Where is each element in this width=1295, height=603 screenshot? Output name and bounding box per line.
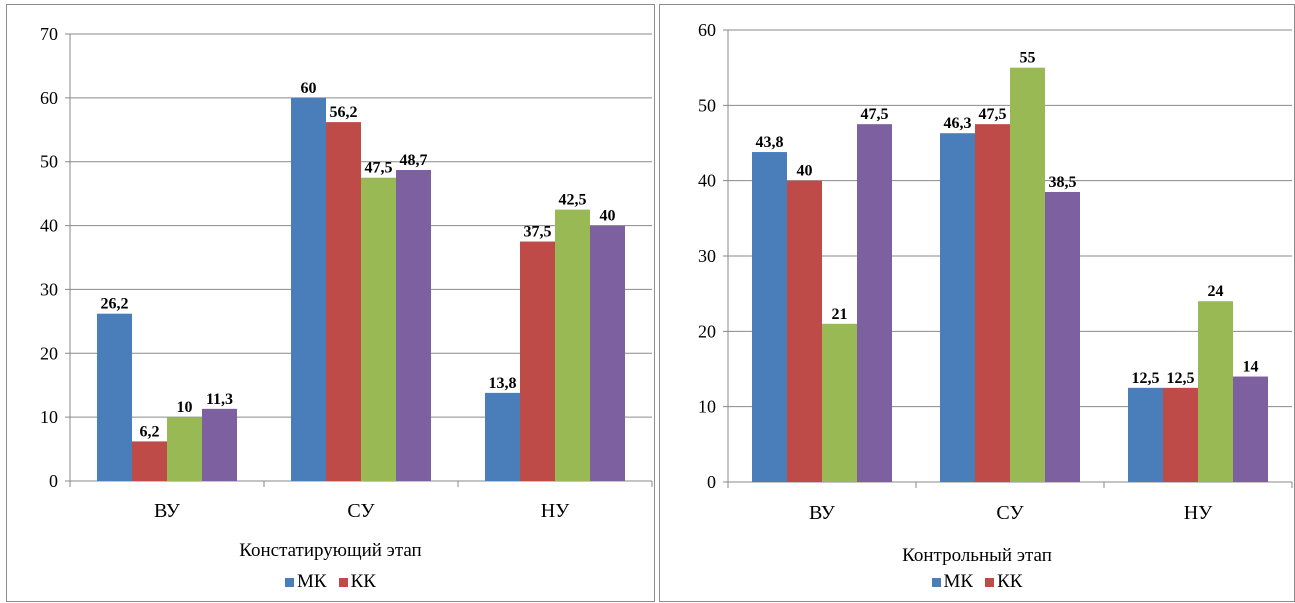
data-label-vu-series-4: 11,3 (206, 391, 233, 408)
bar-vu-series-1 (97, 313, 132, 481)
data-label-nu-series-4: 14 (1243, 359, 1259, 376)
data-label-vu-series-1: 43,8 (756, 134, 784, 151)
data-label-nu-series-4: 40 (600, 208, 616, 225)
y-tick-label: 50 (698, 95, 716, 115)
y-tick-label: 40 (698, 171, 716, 191)
chart-panel-control: 0 10 20 30 40 50 60 43,8 40 21 47,5 ВУ 46,3 47,5 55 38,… (659, 4, 1295, 602)
legend-control: МК КК (660, 571, 1294, 593)
chart-panel-constating: 0 10 20 30 40 50 60 70 26,2 6,2 10 11,3 ВУ 60 56,2 47,5… (6, 4, 655, 602)
legend-item-kk: КК (338, 571, 376, 593)
legend-constating: МК КК (7, 571, 654, 593)
bar-vu-series-2 (787, 180, 822, 482)
y-tick-label: 40 (40, 216, 58, 236)
data-label-su-series-2: 56,2 (330, 104, 358, 121)
bar-vu-series-1 (752, 152, 787, 483)
data-label-su-series-3: 47,5 (365, 160, 393, 177)
legend-item-mk: МК (285, 571, 327, 593)
bar-vu-series-4 (202, 408, 237, 481)
y-tick-label: 0 (49, 471, 58, 491)
bar-nu-series-3 (555, 209, 590, 481)
y-tick-label: 30 (698, 246, 716, 266)
legend-swatch-mk (931, 577, 941, 587)
bar-nu-series-1 (1128, 387, 1163, 482)
y-tick-label: 10 (698, 397, 716, 417)
legend-label-kk: КК (350, 571, 376, 592)
chart-title-constating: Констатирующий этап (239, 540, 422, 561)
data-label-vu-series-2: 40 (797, 163, 813, 180)
data-label-su-series-4: 48,7 (400, 152, 428, 169)
data-label-su-series-3: 55 (1020, 50, 1036, 67)
y-tick-label: 10 (40, 407, 58, 427)
legend-item-kk: КК (985, 571, 1022, 593)
x-category-label-vu: ВУ (809, 502, 836, 524)
bar-nu-series-4 (590, 225, 625, 481)
x-category-label-nu: НУ (1184, 502, 1213, 524)
data-label-vu-series-2: 6,2 (140, 423, 160, 440)
data-label-nu-series-3: 42,5 (559, 192, 587, 209)
x-category-label-nu: НУ (541, 500, 570, 522)
bar-vu-series-3 (822, 323, 857, 482)
legend-item-mk: МК (931, 571, 974, 593)
y-tick-label: 20 (698, 321, 716, 341)
data-label-vu-series-3: 10 (177, 399, 193, 416)
data-label-su-series-1: 60 (301, 80, 317, 97)
data-label-su-series-2: 47,5 (979, 106, 1007, 123)
bar-vu-series-2 (132, 441, 167, 481)
bar-vu-series-4 (857, 124, 892, 483)
bar-nu-series-3 (1198, 301, 1233, 482)
x-category-label-su: СУ (996, 502, 1024, 524)
x-category-label-vu: ВУ (154, 500, 181, 522)
legend-swatch-kk (985, 577, 995, 587)
bar-nu-series-2 (520, 241, 555, 481)
data-label-vu-series-1: 26,2 (101, 296, 129, 313)
bar-su-series-4 (396, 170, 431, 481)
bar-su-series-3 (1010, 67, 1045, 482)
bar-vu-series-3 (167, 417, 202, 481)
data-label-vu-series-3: 21 (832, 306, 848, 323)
legend-swatch-kk (338, 577, 348, 587)
chart-title-control: Контрольный этап (902, 545, 1052, 566)
y-tick-label: 60 (698, 20, 716, 40)
y-tick-label: 0 (707, 472, 716, 492)
x-category-label-su: СУ (347, 500, 375, 522)
bar-nu-series-2 (1163, 387, 1198, 482)
legend-label-mk: МК (297, 571, 327, 592)
bar-su-series-2 (326, 122, 361, 481)
bar-su-series-2 (975, 124, 1010, 483)
data-label-nu-series-3: 24 (1208, 283, 1224, 300)
data-label-nu-series-2: 12,5 (1167, 370, 1195, 387)
data-label-su-series-1: 46,3 (944, 115, 972, 132)
data-label-su-series-4: 38,5 (1049, 174, 1077, 191)
legend-label-mk: МК (943, 571, 974, 592)
legend-label-kk: КК (997, 571, 1023, 592)
bar-nu-series-4 (1233, 376, 1268, 482)
bar-su-series-1 (940, 133, 975, 482)
bar-su-series-3 (361, 177, 396, 481)
bar-nu-series-1 (485, 392, 520, 481)
chart-constating: 0 10 20 30 40 50 60 70 26,2 6,2 10 11,3 ВУ 60 56,2 47,5… (40, 24, 653, 522)
bar-su-series-1 (291, 97, 326, 481)
y-tick-label: 20 (40, 343, 58, 363)
data-label-vu-series-4: 47,5 (861, 106, 889, 123)
data-label-nu-series-1: 13,8 (489, 375, 517, 392)
data-label-nu-series-1: 12,5 (1132, 370, 1160, 387)
bar-su-series-4 (1045, 191, 1080, 482)
y-tick-label: 50 (40, 152, 58, 172)
y-tick-label: 70 (40, 24, 58, 44)
y-tick-label: 60 (40, 88, 58, 108)
legend-swatch-mk (285, 577, 295, 587)
data-label-nu-series-2: 37,5 (524, 224, 552, 241)
y-tick-label: 30 (40, 279, 58, 299)
chart-control: 0 10 20 30 40 50 60 43,8 40 21 47,5 ВУ 46,3 47,5 55 38,… (698, 20, 1293, 524)
